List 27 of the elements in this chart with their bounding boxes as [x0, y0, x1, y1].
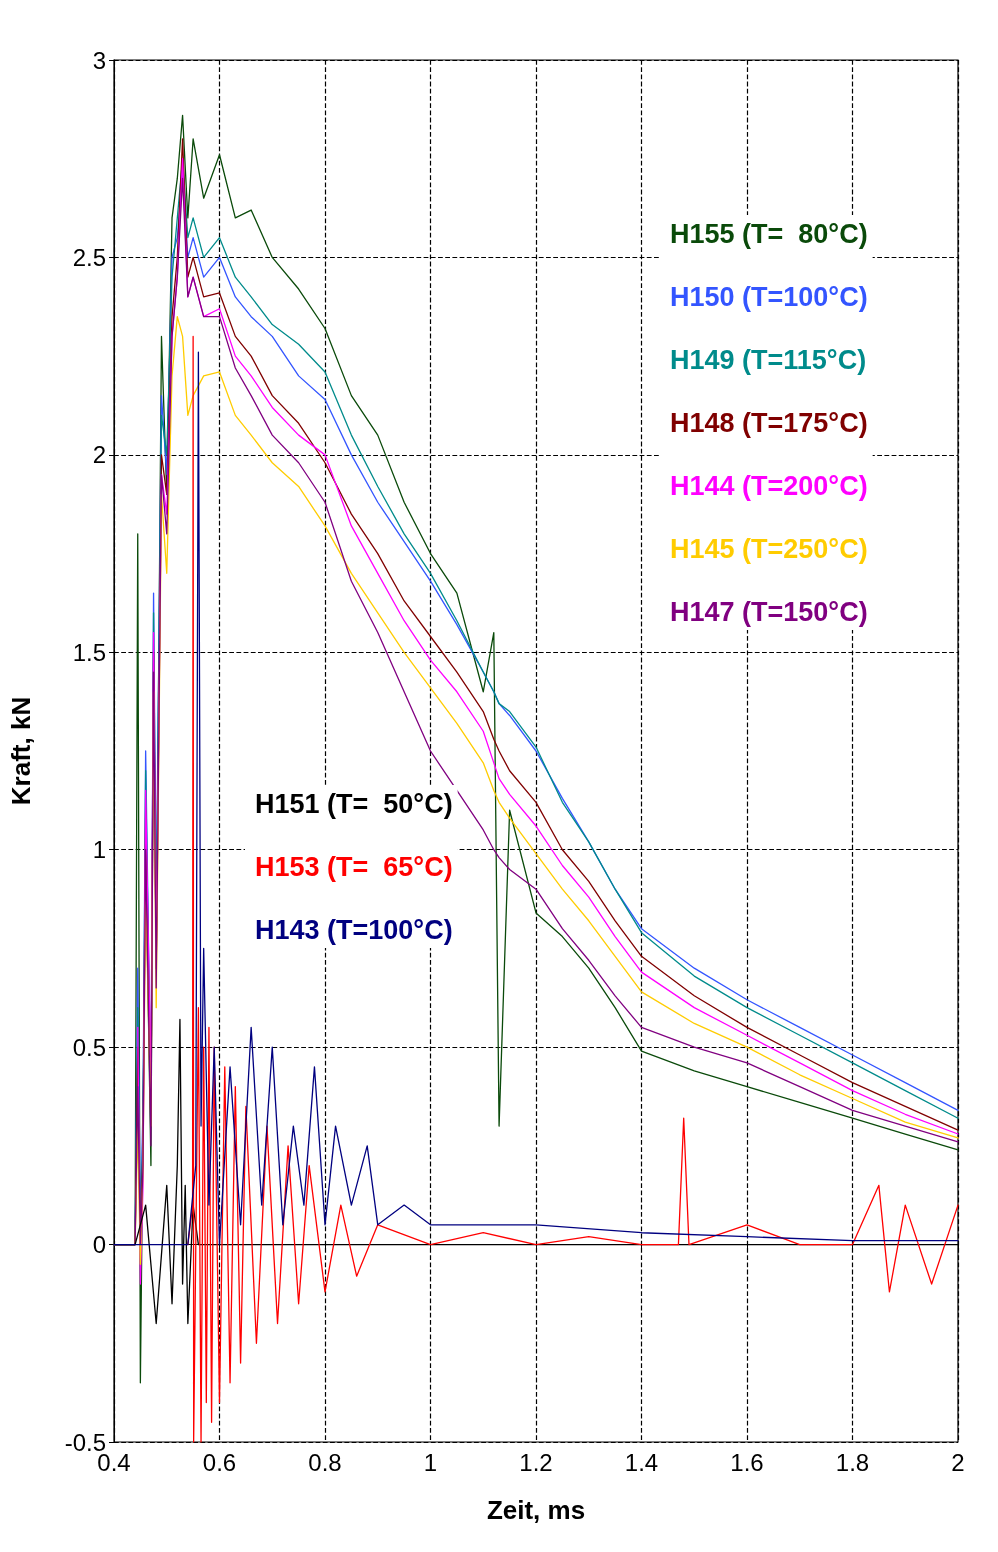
y-tick-label: 1: [92, 836, 106, 864]
x-tick-label: 0.6: [202, 1448, 237, 1476]
x-tick-label: 0.8: [308, 1448, 342, 1476]
text: H155 (T= 80°C): [670, 218, 868, 249]
series-label: H143 (T=100°C): [255, 914, 453, 945]
text: H145 (T=250°C): [670, 533, 868, 564]
x-tick-label: 1.2: [519, 1448, 553, 1476]
y-tick-label: 2.5: [72, 243, 106, 271]
y-tick-label: 0.5: [72, 1033, 106, 1061]
text: H150 (T=100°C): [670, 281, 868, 312]
x-axis-title: Zeit, ms: [486, 1495, 586, 1525]
x-tick-label: 1.6: [730, 1448, 764, 1476]
text: H144 (T=200°C): [670, 470, 868, 501]
text: H151 (T= 50°C): [255, 788, 453, 819]
y-tick-label: 3: [92, 46, 106, 74]
x-tick-label: 1.4: [624, 1448, 659, 1476]
y-tick-label: 0: [92, 1231, 106, 1259]
x-tick-label: 1: [423, 1448, 438, 1476]
y-tick-label: 2: [92, 441, 106, 469]
text: H147 (T=150°C): [670, 596, 868, 627]
x-tick-label: 1.8: [835, 1448, 870, 1476]
y-tick-label: 1.5: [72, 638, 106, 666]
x-tick-label: 2: [951, 1448, 965, 1476]
y-axis-title: Kraft, kN: [6, 696, 36, 806]
text: H153 (T= 65°C): [255, 851, 453, 882]
text: H149 (T=115°C): [670, 344, 867, 375]
text: H148 (T=175°C): [670, 407, 868, 438]
